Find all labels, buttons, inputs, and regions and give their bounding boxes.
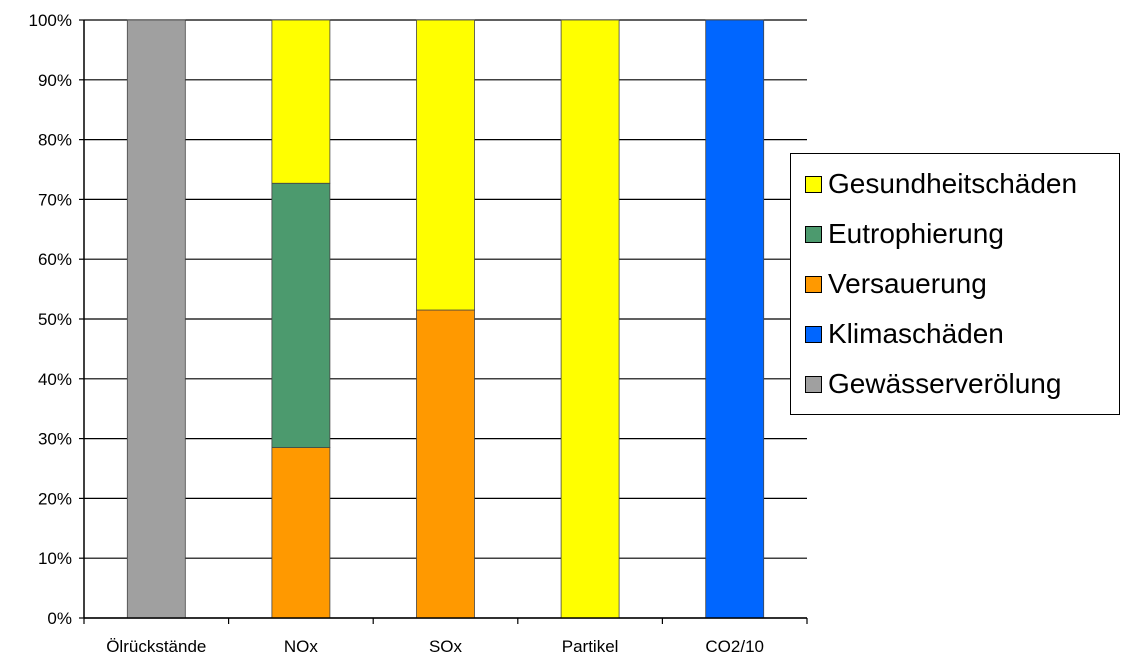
x-tick-label: CO2/10: [705, 637, 764, 656]
x-tick-label: Partikel: [562, 637, 619, 656]
legend-swatch: [805, 375, 822, 393]
y-tick-label: 20%: [38, 489, 72, 508]
bar-segment: [271, 447, 331, 619]
x-tick-label: Ölrückstände: [106, 637, 206, 656]
legend-item-gesundheitschaeden: Gesundheitschäden: [805, 164, 1077, 204]
bar-segment: [560, 19, 620, 619]
y-tick-label: 80%: [38, 131, 72, 150]
bar-segment: [705, 19, 765, 619]
y-tick-label: 60%: [38, 250, 72, 269]
legend-swatch: [805, 325, 822, 343]
y-tick-label: 10%: [38, 549, 72, 568]
legend-item-eutrophierung: Eutrophierung: [805, 214, 1004, 254]
y-tick-label: 40%: [38, 370, 72, 389]
bar-segment: [416, 19, 475, 311]
legend-label: Versauerung: [828, 268, 987, 299]
y-tick-label: 90%: [38, 71, 72, 90]
legend-item-klimaschaeden: Klimaschäden: [805, 314, 1004, 354]
y-tick-label: 100%: [29, 11, 72, 30]
bar-segment: [271, 182, 331, 448]
bar-segment: [416, 309, 475, 619]
legend: Gesundheitschäden Eutrophierung Versauer…: [790, 153, 1120, 415]
bar-segment: [271, 19, 331, 184]
legend-swatch: [805, 225, 822, 243]
legend-label: Klimaschäden: [828, 318, 1004, 349]
y-axis-ticks: 0% 10% 20% 30% 40% 50% 60% 70% 80% 90% 100%: [29, 11, 84, 628]
x-tick-label: NOx: [284, 637, 319, 656]
y-tick-label: 70%: [38, 190, 72, 209]
x-axis-ticks: Ölrückstände NOx SOx Partikel CO2/10: [83, 618, 808, 656]
bars: [126, 19, 765, 619]
legend-label: Eutrophierung: [828, 218, 1004, 249]
axes: [83, 20, 807, 619]
legend-swatch: [805, 175, 822, 193]
x-tick-label: SOx: [429, 637, 463, 656]
bar-segment: [126, 19, 186, 619]
y-tick-label: 50%: [38, 310, 72, 329]
legend-label: Gewässerverölung: [828, 368, 1062, 399]
legend-item-gewaesseveroelung: Gewässerverölung: [805, 364, 1061, 404]
legend-label: Gesundheitschäden: [828, 168, 1078, 199]
legend-item-versauerung: Versauerung: [805, 264, 987, 304]
y-tick-label: 0%: [47, 609, 72, 628]
y-tick-label: 30%: [38, 430, 72, 449]
legend-swatch: [805, 275, 822, 293]
